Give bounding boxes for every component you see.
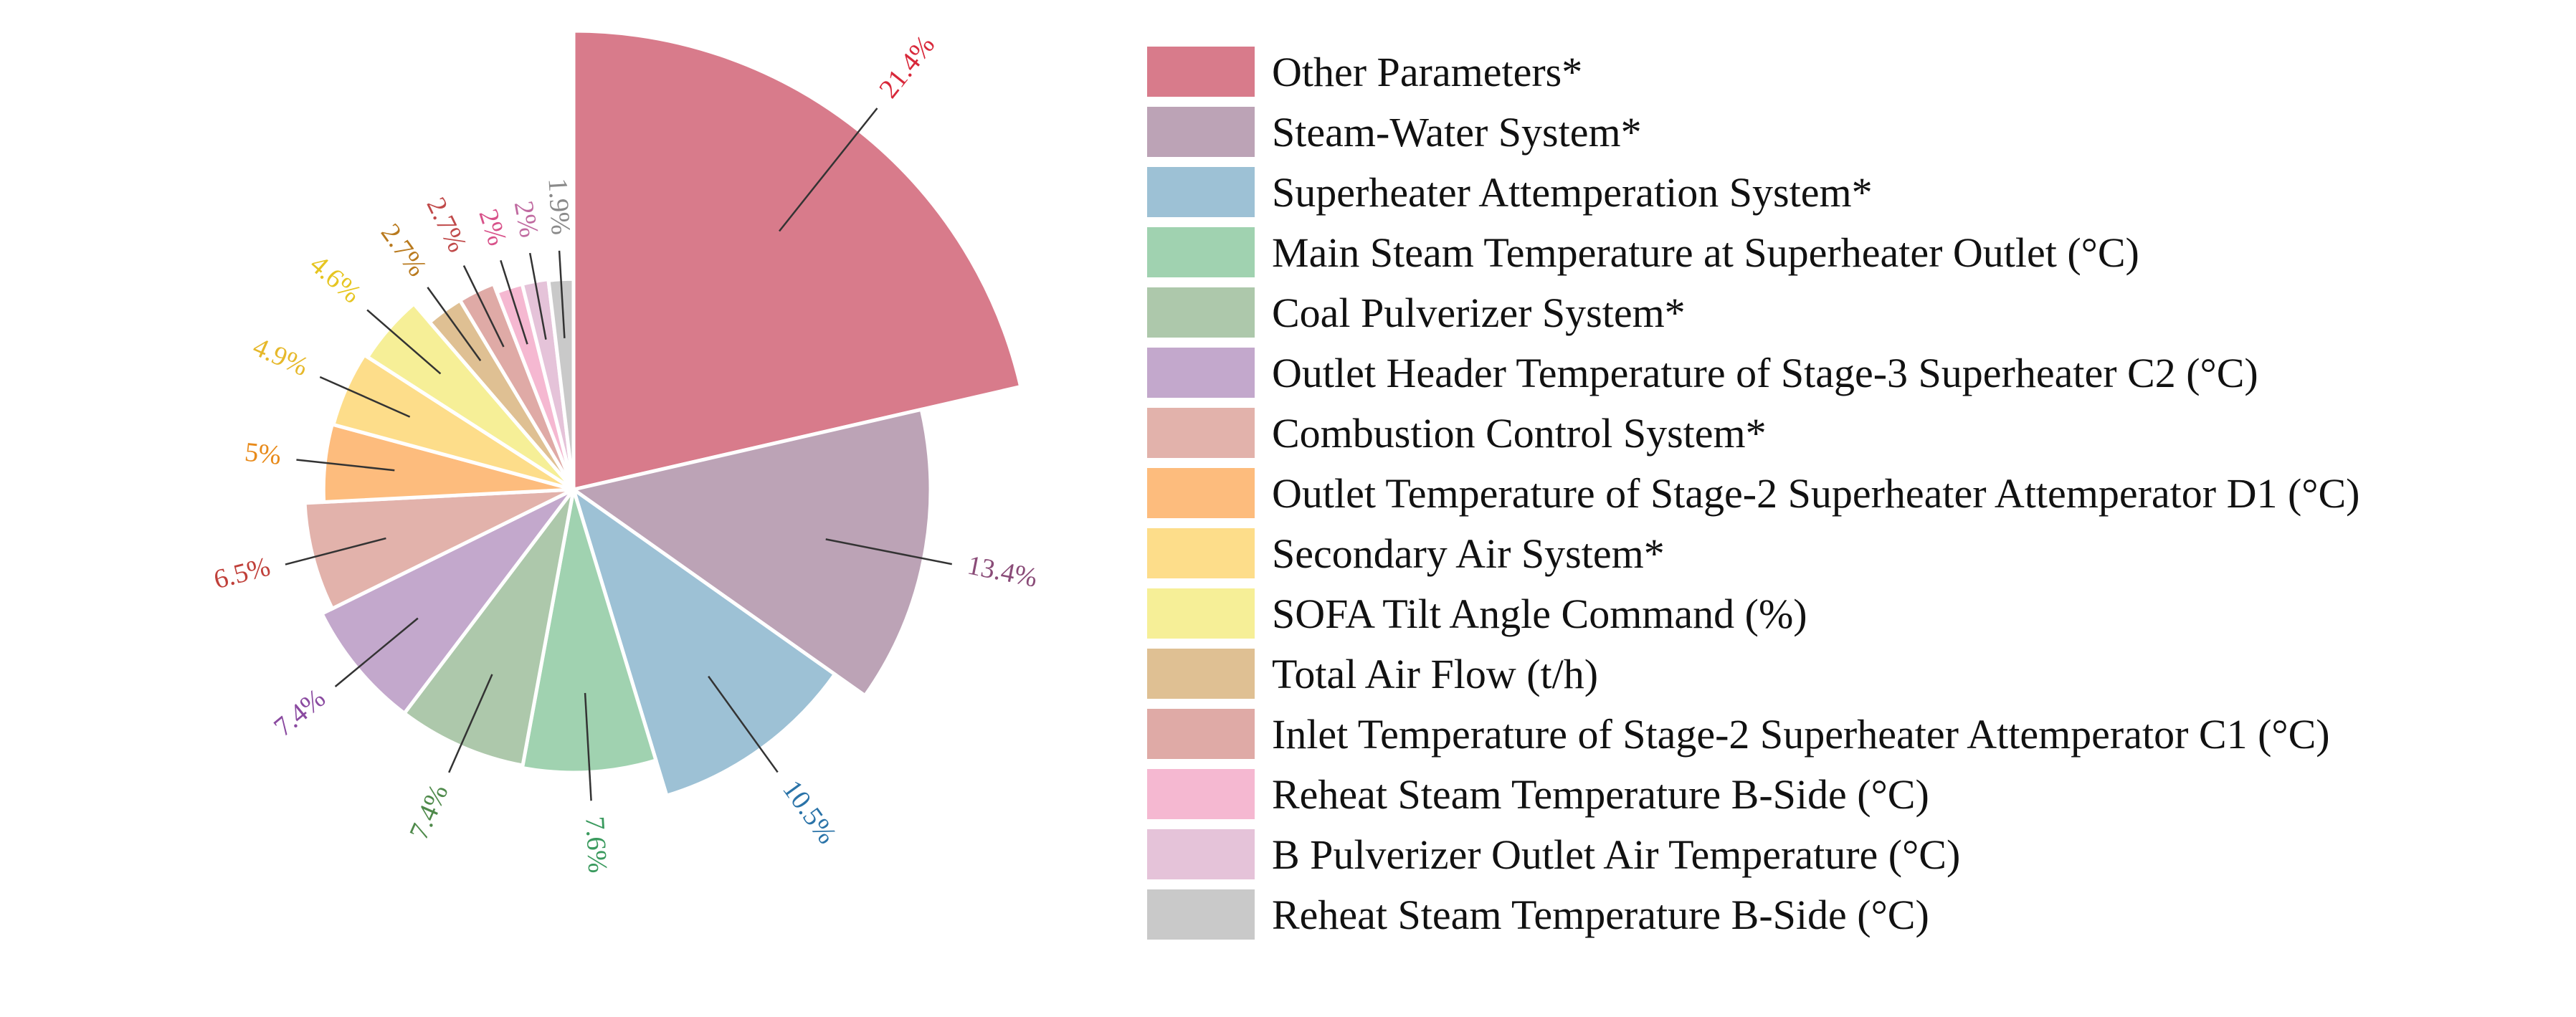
legend-item: Other Parameters* — [1147, 42, 2360, 102]
legend-item: Coal Pulverizer System* — [1147, 282, 2360, 343]
data-label: 2.7% — [375, 219, 432, 282]
data-label: 7.6% — [579, 816, 612, 874]
pie-slice — [571, 29, 1023, 492]
data-label: 13.4% — [965, 550, 1040, 593]
legend-label: B Pulverizer Outlet Air Temperature (°C) — [1272, 831, 1961, 878]
leader-line — [825, 538, 953, 565]
legend-swatch — [1147, 889, 1255, 940]
legend-item: Main Steam Temperature at Superheater Ou… — [1147, 222, 2360, 282]
legend-swatch — [1147, 829, 1255, 879]
legend-item: Outlet Temperature of Stage-2 Superheate… — [1147, 463, 2360, 523]
legend-swatch — [1147, 348, 1255, 398]
legend-item: Inlet Temperature of Stage-2 Superheater… — [1147, 704, 2360, 764]
leader-line — [285, 537, 386, 565]
legend-label: Outlet Header Temperature of Stage-3 Sup… — [1272, 349, 2258, 396]
leader-line — [319, 376, 411, 418]
legend-label: Other Parameters* — [1272, 48, 1583, 95]
leader-line — [779, 108, 878, 232]
legend-swatch — [1147, 468, 1255, 518]
legend-label: Outlet Temperature of Stage-2 Superheate… — [1272, 469, 2360, 517]
legend-swatch — [1147, 528, 1255, 578]
legend-label: Total Air Flow (t/h) — [1272, 650, 1599, 697]
legend-label: Reheat Steam Temperature B-Side (°C) — [1272, 891, 1929, 938]
legend-item: Combustion Control System* — [1147, 403, 2360, 463]
data-label: 5% — [243, 437, 282, 471]
legend-swatch — [1147, 47, 1255, 97]
data-label: 10.5% — [776, 775, 842, 849]
legend-item: Reheat Steam Temperature B-Side (°C) — [1147, 764, 2360, 824]
legend-swatch — [1147, 287, 1255, 338]
leader-line — [584, 692, 592, 801]
legend-label: Coal Pulverizer System* — [1272, 289, 1686, 336]
data-label: 4.6% — [304, 249, 366, 310]
legend-label: Secondary Air System* — [1272, 530, 1665, 577]
data-label: 21.4% — [873, 30, 941, 104]
leader-line — [334, 617, 419, 687]
legend-swatch — [1147, 107, 1255, 157]
legend-item: Total Air Flow (t/h) — [1147, 644, 2360, 704]
legend-swatch — [1147, 709, 1255, 759]
data-label: 2.7% — [421, 193, 473, 257]
legend-swatch — [1147, 408, 1255, 458]
legend-item: SOFA Tilt Angle Command (%) — [1147, 583, 2360, 644]
legend-label: Combustion Control System* — [1272, 409, 1767, 457]
legend-item: Secondary Air System* — [1147, 523, 2360, 583]
legend-swatch — [1147, 649, 1255, 699]
legend-swatch — [1147, 227, 1255, 277]
legend-swatch — [1147, 769, 1255, 819]
leader-line — [500, 259, 528, 345]
leader-line — [448, 674, 493, 773]
legend-swatch — [1147, 588, 1255, 639]
leader-line — [296, 459, 395, 472]
legend-item: Superheater Attemperation System* — [1147, 162, 2360, 222]
legend-item: Outlet Header Temperature of Stage-3 Sup… — [1147, 343, 2360, 403]
data-label: 2% — [508, 199, 544, 239]
leader-line — [558, 250, 566, 338]
leader-line — [462, 264, 505, 348]
rose-pie-chart: 21.4% 13.4% 10.5% 7.6% 7.4% 7.4% 6.5% 5% 4.9% 4.6… — [211, 29, 1040, 874]
legend-label: Main Steam Temperature at Superheater Ou… — [1272, 229, 2139, 276]
leader-line — [427, 287, 482, 361]
legend-swatch — [1147, 167, 1255, 217]
legend: Other Parameters* Steam-Water System* Supe… — [1147, 42, 2360, 945]
legend-item: Steam-Water System* — [1147, 102, 2360, 162]
legend-label: SOFA Tilt Angle Command (%) — [1272, 590, 1807, 637]
leader-line — [366, 309, 442, 375]
legend-item: B Pulverizer Outlet Air Temperature (°C) — [1147, 824, 2360, 884]
legend-label: Steam-Water System* — [1272, 108, 1642, 156]
leader-line — [528, 252, 547, 340]
legend-item: Reheat Steam Temperature B-Side (°C) — [1147, 884, 2360, 945]
legend-label: Inlet Temperature of Stage-2 Superheater… — [1272, 710, 2330, 758]
data-label: 7.4% — [268, 683, 331, 743]
leader-line — [708, 675, 779, 773]
data-label: 2% — [472, 206, 512, 249]
data-label: 4.9% — [249, 332, 313, 383]
data-label: 6.5% — [211, 552, 273, 596]
legend-label: Reheat Steam Temperature B-Side (°C) — [1272, 770, 1929, 818]
data-label: 1.9% — [542, 177, 576, 236]
legend-label: Superheater Attemperation System* — [1272, 168, 1873, 216]
data-label: 7.4% — [404, 780, 454, 844]
